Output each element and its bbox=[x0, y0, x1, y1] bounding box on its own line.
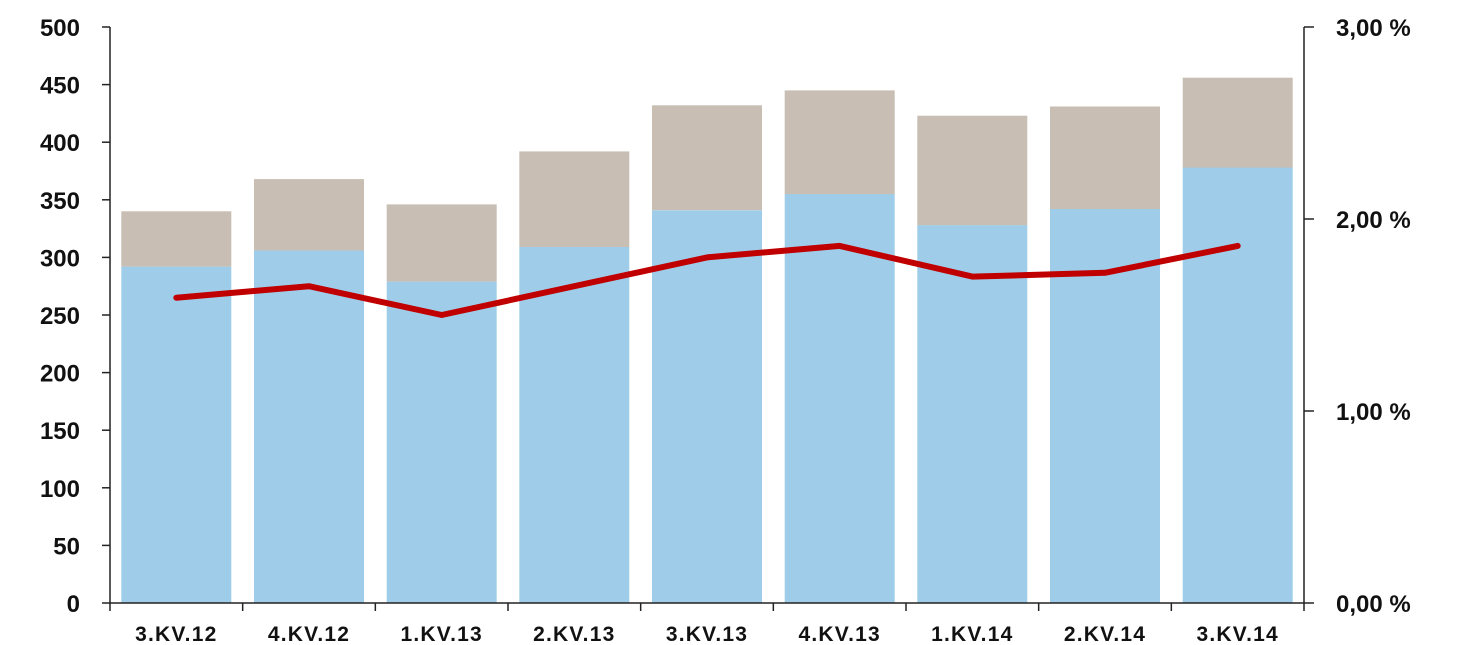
x-tick-label-1.KV.14: 1.KV.14 bbox=[931, 623, 1013, 645]
left-tick-label-350: 350 bbox=[40, 188, 80, 215]
left-tick-label-400: 400 bbox=[40, 130, 80, 157]
bar-top-1.KV.13 bbox=[386, 204, 497, 282]
bar-top-1.KV.14 bbox=[917, 115, 1028, 226]
x-tick-label-4.KV.12: 4.KV.12 bbox=[268, 623, 350, 645]
left-tick-label-450: 450 bbox=[40, 73, 80, 100]
left-tick-label-500: 500 bbox=[40, 15, 80, 42]
bar-base-4.KV.12 bbox=[254, 250, 364, 603]
x-tick-label-3.KV.13: 3.KV.13 bbox=[666, 623, 748, 645]
bar-top-3.KV.13 bbox=[652, 105, 762, 211]
right-tick-label-1: 1,00 % bbox=[1336, 399, 1411, 426]
bar-base-2.KV.13 bbox=[519, 247, 630, 603]
bar-base-2.KV.14 bbox=[1050, 209, 1160, 603]
labels-layer: 0 50 100 150 200 250 300 350 400 450 500 0,00 % 1,00… bbox=[40, 15, 1411, 645]
x-tick-label-1.KV.13: 1.KV.13 bbox=[401, 623, 483, 645]
right-tick-label-2: 2,00 % bbox=[1336, 207, 1411, 234]
left-tick-label-200: 200 bbox=[40, 361, 80, 388]
left-tick-label-50: 50 bbox=[53, 533, 80, 560]
left-tick-label-150: 150 bbox=[40, 418, 80, 445]
x-tick-label-4.KV.13: 4.KV.13 bbox=[799, 623, 881, 645]
bars-layer bbox=[121, 77, 1293, 603]
x-tick-label-3.KV.14: 3.KV.14 bbox=[1197, 623, 1279, 645]
bar-top-4.KV.12 bbox=[254, 179, 364, 251]
bar-base-3.KV.13 bbox=[652, 210, 762, 603]
left-tick-label-250: 250 bbox=[40, 303, 80, 330]
left-tick-label-300: 300 bbox=[40, 245, 80, 272]
left-tick-label-0: 0 bbox=[67, 591, 80, 618]
x-tick-label-2.KV.13: 2.KV.13 bbox=[533, 623, 615, 645]
bar-base-3.KV.14 bbox=[1182, 167, 1293, 603]
bar-top-2.KV.13 bbox=[519, 151, 630, 247]
bar-top-4.KV.13 bbox=[784, 90, 895, 195]
left-tick-label-100: 100 bbox=[40, 476, 80, 503]
line-layer bbox=[173, 242, 1241, 318]
bar-top-2.KV.14 bbox=[1050, 106, 1160, 209]
bar-base-3.KV.12 bbox=[121, 266, 232, 603]
right-tick-label-3: 3,00 % bbox=[1336, 15, 1411, 42]
bar-top-3.KV.14 bbox=[1182, 77, 1293, 168]
x-tick-label-2.KV.14: 2.KV.14 bbox=[1064, 623, 1146, 645]
bar-top-3.KV.12 bbox=[121, 211, 232, 267]
bar-base-4.KV.13 bbox=[784, 194, 895, 603]
right-tick-label-0: 0,00 % bbox=[1336, 591, 1411, 618]
x-tick-label-3.KV.12: 3.KV.12 bbox=[135, 623, 217, 645]
bar-base-1.KV.13 bbox=[386, 281, 497, 603]
bar-base-1.KV.14 bbox=[917, 225, 1028, 603]
axes-layer bbox=[102, 26, 1314, 611]
